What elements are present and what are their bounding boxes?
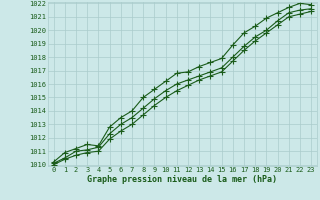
X-axis label: Graphe pression niveau de la mer (hPa): Graphe pression niveau de la mer (hPa) — [87, 175, 277, 184]
